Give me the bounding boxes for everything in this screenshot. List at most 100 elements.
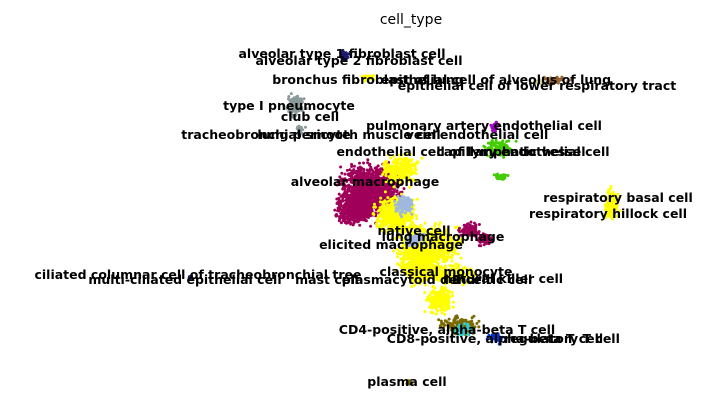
- scatter-point: [406, 179, 410, 183]
- scatter-point: [375, 224, 379, 228]
- scatter-point: [452, 300, 456, 304]
- scatter-point: [384, 200, 388, 204]
- scatter-point: [351, 172, 355, 176]
- scatter-point: [396, 184, 400, 188]
- scatter-point: [409, 153, 412, 157]
- scatter-point: [345, 193, 349, 197]
- scatter-point: [339, 177, 343, 181]
- scatter-point: [382, 224, 386, 228]
- scatter-point: [423, 310, 427, 313]
- scatter-point: [349, 180, 353, 184]
- scatter-point: [335, 197, 339, 201]
- scatter-point: [356, 181, 360, 185]
- scatter-point: [443, 312, 447, 316]
- scatter-point: [372, 213, 376, 216]
- scatter-point: [394, 212, 398, 216]
- scatter-point: [386, 203, 390, 207]
- scatter-point: [354, 188, 358, 192]
- scatter-point: [381, 227, 385, 231]
- scatter-point: [373, 202, 376, 206]
- scatter-point: [382, 220, 386, 224]
- scatter-point: [343, 177, 347, 181]
- scatter-point: [366, 212, 370, 216]
- scatter-point: [354, 184, 358, 188]
- scatter-point: [289, 92, 293, 96]
- scatter-point: [343, 217, 347, 220]
- scatter-point: [457, 236, 461, 240]
- scatter-point: [395, 190, 399, 194]
- scatter-point: [384, 193, 388, 196]
- scatter-point: [349, 222, 353, 226]
- scatter-point: [370, 198, 373, 202]
- scatter-point: [383, 216, 387, 220]
- scatter-point: [378, 206, 382, 210]
- scatter-point: [410, 212, 414, 216]
- scatter-point: [372, 196, 376, 200]
- scatter-point: [339, 165, 343, 169]
- scatter-point: [368, 181, 372, 185]
- scatter-point: [453, 251, 457, 255]
- scatter-point: [409, 169, 413, 172]
- scatter-point: [402, 252, 406, 256]
- scatter-point: [344, 201, 348, 205]
- scatter-point: [350, 197, 353, 201]
- scatter-point: [350, 162, 354, 166]
- scatter-point: [434, 312, 438, 316]
- scatter-point: [392, 155, 396, 158]
- scatter-point: [336, 200, 340, 204]
- scatter-point: [363, 209, 367, 213]
- scatter-point: [405, 207, 409, 211]
- points-layer: [187, 48, 622, 386]
- scatter-point: [414, 179, 418, 183]
- scatter-point: [333, 208, 337, 212]
- scatter-point: [350, 169, 354, 173]
- scatter-point: [388, 220, 392, 224]
- scatter-point: [407, 158, 411, 162]
- scatter-point: [398, 218, 402, 221]
- scatter-point: [398, 235, 402, 239]
- scatter-point: [400, 153, 404, 157]
- scatter-point: [421, 257, 425, 261]
- scatter-point: [451, 305, 455, 309]
- scatter-point: [368, 163, 371, 167]
- scatter-point: [365, 194, 369, 198]
- scatter-point: [387, 186, 391, 190]
- scatter-point: [413, 162, 417, 166]
- scatter-point: [397, 173, 401, 177]
- scatter-point: [377, 226, 381, 229]
- scatter-point: [400, 257, 404, 261]
- scatter-point: [390, 164, 394, 168]
- scatter-point: [383, 214, 387, 218]
- scatter-point: [372, 205, 376, 209]
- scatter-point: [365, 185, 368, 189]
- scatter-point: [415, 214, 418, 218]
- scatter-point: [361, 182, 365, 186]
- scatter-point: [396, 208, 400, 212]
- scatter-point: [402, 174, 406, 178]
- scatter-point: [358, 223, 362, 227]
- scatter-point: [391, 169, 395, 173]
- chart-title: cell_type: [380, 12, 442, 28]
- scatter-point: [380, 212, 384, 216]
- scatter-point: [433, 260, 437, 264]
- scatter-point: [386, 196, 390, 200]
- scatter-point: [437, 254, 441, 258]
- scatter-point: [395, 221, 399, 225]
- scatter-point: [438, 298, 442, 301]
- scatter-point: [376, 195, 380, 199]
- scatter-point: [366, 158, 370, 162]
- scatter-point: [388, 174, 392, 178]
- scatter-point: [379, 185, 383, 189]
- scatter-point: [373, 185, 377, 189]
- scatter-point: [371, 181, 375, 185]
- scatter-point: [354, 219, 358, 223]
- scatter-point: [345, 212, 349, 216]
- scatter-point: [353, 175, 357, 179]
- scatter-point: [477, 244, 481, 248]
- scatter-point: [338, 217, 342, 221]
- scatter-point: [396, 251, 399, 255]
- scatter-point: [406, 228, 410, 232]
- scatter-point: [446, 253, 450, 257]
- scatter-point: [340, 211, 344, 215]
- scatter-point: [440, 289, 444, 293]
